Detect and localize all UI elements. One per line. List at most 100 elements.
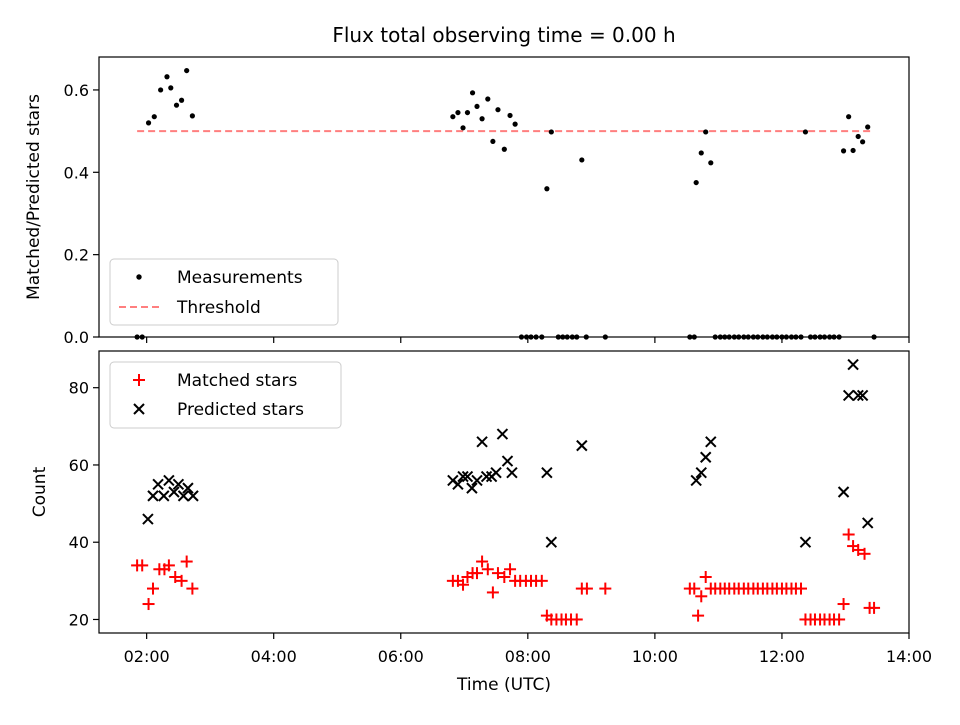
top-y-ticks: 0.0 0.2 0.4 0.6 [64,81,99,347]
predicted-star-point [461,470,474,483]
matched-star-point [471,567,483,580]
measurement-point [178,97,185,103]
measurement-point [168,85,174,91]
matched-star-point [186,582,199,595]
bottom-y-tick-label: 40 [69,533,89,552]
matched-star-point [175,574,188,587]
legend-matched-label: Matched stars [177,371,297,391]
predicted-star-point [501,455,514,467]
measurement-point [490,138,496,145]
matched-star-point [147,582,159,595]
legend-predicted-marker [133,403,145,415]
matched-star-point [476,555,489,568]
x-tick-label: 04:00 [251,647,297,666]
measurement-point [865,124,871,130]
matched-star-point [599,582,612,595]
matched-star-point [699,570,712,583]
top-y-tick-label: 0.0 [64,328,89,347]
measurement-point [802,129,809,135]
bottom-panel: 20 40 60 80 02:00 04:00 06:00 08:00 10:00 12:00 1… [30,350,932,695]
predicted-star-point [545,536,558,548]
predicted-star-point [457,470,469,483]
measurement-point [469,90,476,96]
legend-measurements-label: Measurements [177,268,303,288]
legend-measurement-marker [136,274,142,280]
bottom-axes-frame [98,350,910,634]
measurement-point [158,87,164,93]
matched-star-point [142,598,155,611]
matched-star-point [491,567,504,580]
measurement-point [501,146,507,152]
matched-star-point [180,555,193,568]
bottom-legend-box [109,361,342,429]
legend-matched-marker [133,374,145,386]
predicted-star-point [168,486,180,498]
measurement-point [708,160,714,166]
predicted-star-point [576,439,588,452]
matched-star-point [858,547,871,560]
predicted-star-point [490,466,502,479]
x-tick-label: 02:00 [124,647,170,666]
matched-star-point [833,613,846,626]
matched-star-point [688,582,701,595]
measurement-point [455,109,461,116]
predicted-star-point [142,513,154,525]
predicted-star-point [163,474,175,487]
matched-star-point [169,570,182,583]
chart-title: Flux total observing time = 0.00 h [332,23,675,47]
matched-star-point [136,559,149,572]
predicted-star-point [856,389,869,402]
measurement-point [145,120,152,126]
predicted-star-point [541,466,553,479]
bottom-y-tick-label: 80 [69,379,89,398]
legend-threshold-label: Threshold [176,298,261,318]
measurement-point [151,114,157,120]
measurement-point [507,112,513,119]
measurement-points [134,67,877,340]
x-tick-label: 08:00 [505,647,551,666]
x-tick-label: 06:00 [378,647,424,666]
bottom-y-tick-label: 20 [69,610,89,629]
measurement-point [698,150,704,156]
measurement-point [189,113,195,119]
top-y-tick-label: 0.2 [64,246,89,265]
measurement-point [548,129,554,135]
predicted-star-point [471,474,483,487]
predicted-star-point [466,482,478,494]
measurement-point [173,102,180,108]
top-x-ticks [146,337,910,343]
measurement-point [544,186,550,192]
predicted-star-point [147,490,159,502]
predicted-star-point [452,478,464,490]
predicted-star-point [480,470,493,483]
matched-star-point [692,609,705,622]
measurement-point [840,148,847,154]
measurement-point [184,67,190,74]
predicted-star-point [861,517,874,529]
measurement-point [693,179,699,186]
predicted-star-point [690,474,702,487]
measurement-point [460,125,466,131]
matched-star-point [457,578,470,591]
predicted-star-point [158,490,170,502]
predicted-star-point [705,436,717,448]
top-legend-box [109,258,339,326]
matched-star-point [842,528,855,541]
matched-star-point [162,559,175,572]
predicted-star-point [177,490,190,502]
measurement-point [579,157,585,163]
measurement-point [860,139,866,145]
measurement-point [450,114,456,120]
predicted-points [142,358,874,548]
measurement-point [846,114,852,120]
bottom-y-axis-label: Count [30,466,50,517]
measurement-point [855,133,861,140]
top-y-axis-label: Matched/Predicted stars [24,94,44,300]
x-tick-label: 12:00 [759,647,805,666]
measurement-point [703,129,709,135]
measurement-point [512,121,518,127]
x-tick-label: 14:00 [886,647,932,666]
predicted-star-point [506,466,518,479]
matched-star-point [795,582,807,595]
measurement-point [474,103,480,110]
